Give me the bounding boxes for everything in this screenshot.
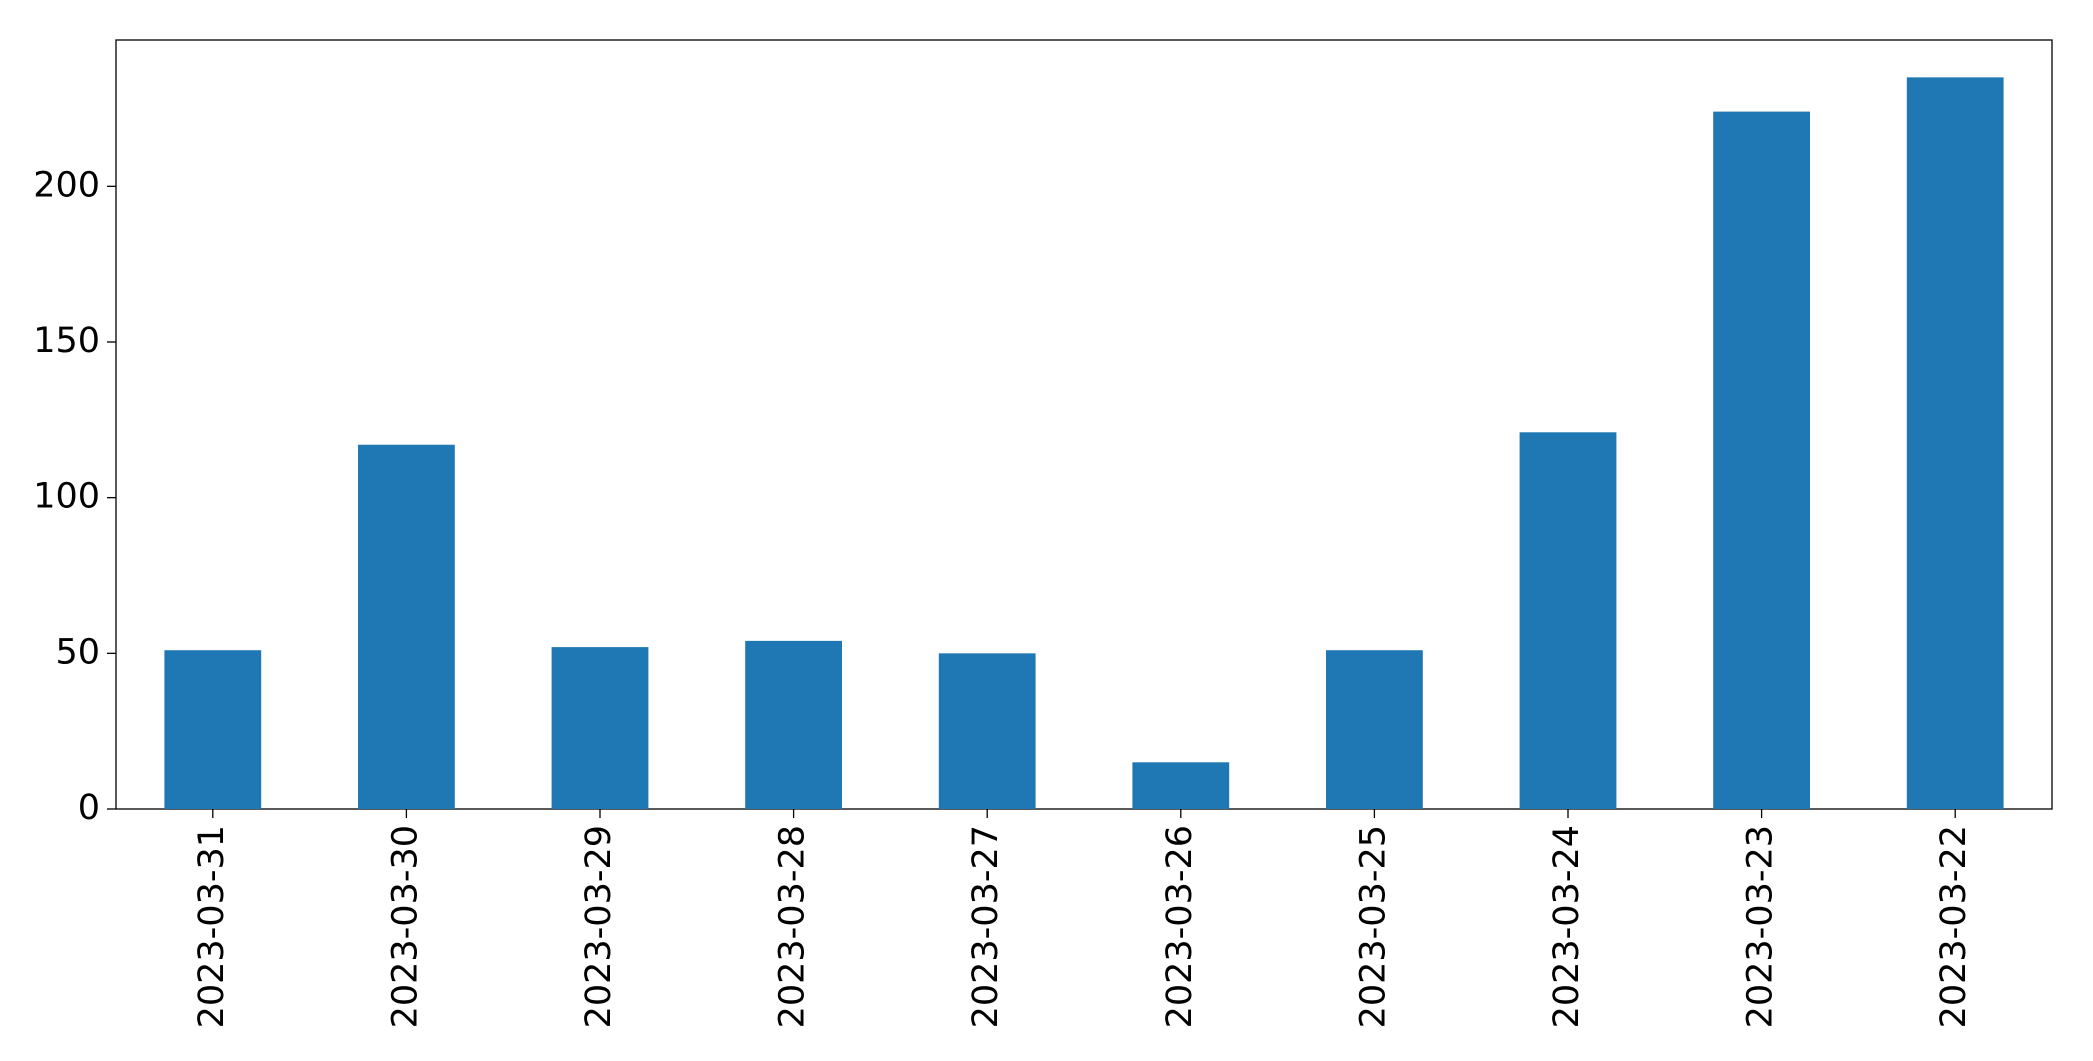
x-tick-label: 2023-03-23 [1741,825,1781,1028]
x-tick-label: 2023-03-24 [1547,825,1587,1028]
x-tick-label: 2023-03-30 [385,825,425,1028]
x-tick-label: 2023-03-31 [192,825,232,1028]
plot-frame [115,39,2053,810]
bar [1713,111,1810,809]
y-tick-label: 100 [33,477,100,517]
y-tick-label: 0 [78,788,100,828]
x-tick-label: 2023-03-28 [773,825,813,1028]
bar [551,647,649,809]
y-tick-label: 50 [55,632,100,672]
bar [358,444,455,809]
bar [164,650,262,809]
bar [1906,77,2004,809]
bar [938,653,1036,809]
x-tick-label: 2023-03-29 [579,825,619,1028]
x-tick-label: 2023-03-27 [966,825,1006,1028]
bar [1519,432,1617,809]
bar [1326,650,1423,809]
bar [745,640,842,809]
x-tick-label: 2023-03-25 [1353,825,1393,1028]
y-tick-label: 200 [33,165,100,205]
x-tick-label: 2023-03-26 [1160,825,1200,1028]
x-tick-label: 2023-03-22 [1934,825,1974,1028]
bar [1132,762,1230,809]
y-tick-label: 150 [33,321,100,361]
